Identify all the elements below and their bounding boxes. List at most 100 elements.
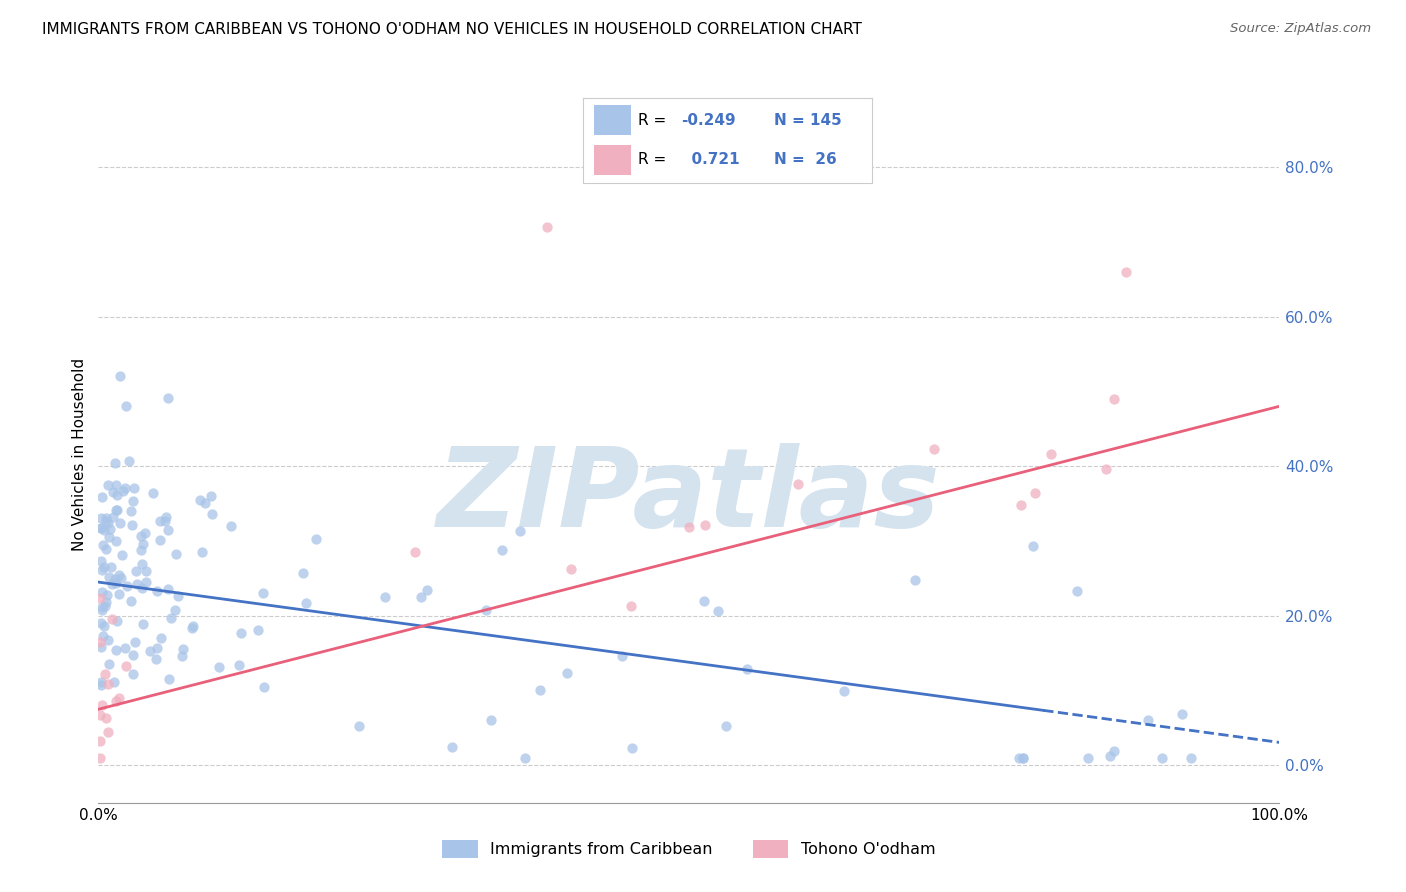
Point xyxy=(252,586,274,600)
Point xyxy=(157,523,180,537)
Text: N = 145: N = 145 xyxy=(773,112,841,128)
Point xyxy=(96,542,118,557)
Point xyxy=(1115,265,1137,279)
Point xyxy=(1137,713,1160,727)
Point xyxy=(131,529,153,543)
Point xyxy=(112,484,135,499)
Point xyxy=(832,684,855,698)
Point xyxy=(97,725,120,739)
Point xyxy=(90,521,112,535)
Point xyxy=(131,557,153,571)
Point xyxy=(104,477,127,491)
Point xyxy=(135,575,157,590)
Point xyxy=(89,591,111,606)
Point xyxy=(183,618,205,632)
Point xyxy=(120,504,142,518)
Point xyxy=(146,640,169,655)
Point xyxy=(555,665,578,680)
Point xyxy=(96,677,118,691)
Point xyxy=(1102,392,1125,406)
Point xyxy=(91,563,114,577)
Point xyxy=(105,576,128,591)
Point xyxy=(513,751,536,765)
Point xyxy=(374,591,396,605)
Point xyxy=(93,599,115,613)
Point xyxy=(122,481,145,495)
Point xyxy=(145,652,167,666)
Point xyxy=(167,589,190,603)
Y-axis label: No Vehicles in Household: No Vehicles in Household xyxy=(72,359,87,551)
Point xyxy=(190,545,212,559)
Point xyxy=(536,219,558,234)
Point xyxy=(138,644,160,658)
Point xyxy=(91,585,114,599)
Point xyxy=(1095,462,1118,476)
Point xyxy=(111,548,134,562)
Point xyxy=(97,531,120,545)
Point xyxy=(90,554,112,568)
Point xyxy=(246,623,269,637)
Point xyxy=(110,571,132,585)
Point xyxy=(1024,486,1046,500)
Point xyxy=(114,641,136,656)
Point xyxy=(474,603,496,617)
Bar xyxy=(593,145,631,175)
Point xyxy=(90,521,112,535)
Point xyxy=(108,516,131,530)
Point xyxy=(124,635,146,649)
Point xyxy=(90,599,112,614)
Point xyxy=(229,626,252,640)
Point xyxy=(94,510,117,524)
Point xyxy=(115,578,138,592)
Point xyxy=(96,588,118,602)
Point xyxy=(131,537,153,551)
Point xyxy=(90,640,112,655)
Point xyxy=(529,682,551,697)
Point xyxy=(292,566,315,580)
Point xyxy=(1012,751,1035,765)
Point xyxy=(93,524,115,538)
Point xyxy=(1077,751,1099,765)
Point xyxy=(120,594,142,608)
Point xyxy=(97,633,120,648)
Text: R =: R = xyxy=(638,112,672,128)
Point xyxy=(90,511,112,525)
Point xyxy=(96,594,118,608)
Point xyxy=(149,533,172,548)
Point xyxy=(125,565,148,579)
Point xyxy=(101,576,124,591)
Point xyxy=(90,603,112,617)
Point xyxy=(108,369,131,384)
Point xyxy=(440,739,463,754)
Point xyxy=(90,678,112,692)
Point xyxy=(135,564,157,578)
Point xyxy=(620,741,643,756)
Point xyxy=(157,391,180,405)
Point xyxy=(347,719,370,733)
Point xyxy=(107,690,129,705)
Point xyxy=(101,612,124,626)
Point xyxy=(149,515,172,529)
Point xyxy=(89,751,111,765)
Point xyxy=(97,516,120,531)
Point xyxy=(91,538,114,552)
Point xyxy=(97,478,120,492)
Point xyxy=(122,493,145,508)
Text: 0.721: 0.721 xyxy=(682,153,740,168)
Point xyxy=(142,486,165,500)
Point xyxy=(479,713,502,727)
Point xyxy=(114,399,136,413)
Point xyxy=(90,675,112,690)
Point xyxy=(97,570,120,584)
Point xyxy=(108,567,131,582)
Point xyxy=(105,614,128,628)
Point xyxy=(170,648,193,663)
Point xyxy=(678,520,700,534)
Point xyxy=(1102,743,1125,757)
Point xyxy=(89,707,111,722)
Point xyxy=(1039,447,1062,461)
Point xyxy=(149,631,172,645)
Point xyxy=(922,442,945,456)
Point xyxy=(509,524,531,539)
Point xyxy=(107,503,129,517)
